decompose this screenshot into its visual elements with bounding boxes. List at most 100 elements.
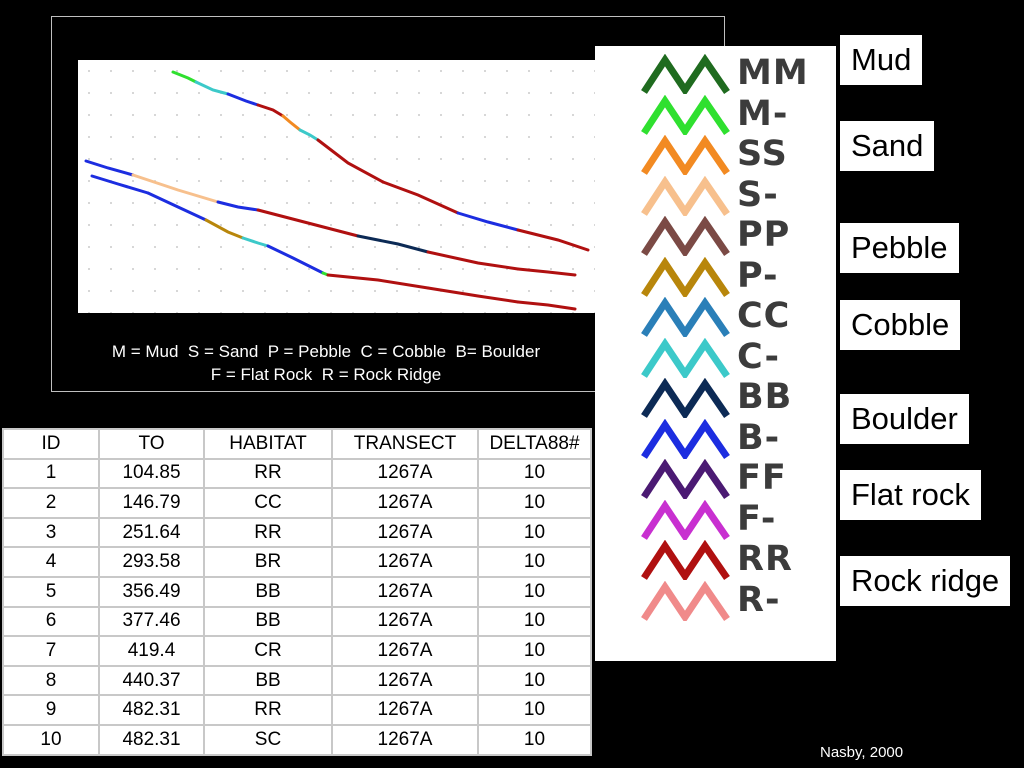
table-cell: 10 [477,605,592,638]
label-boulder: Boulder [840,394,969,444]
table-cell: RR [203,516,333,549]
zigzag-swatch-icon [641,540,730,580]
zigzag-swatch-icon [641,378,730,418]
table-row: 5 356.49 BB 1267A 10 [2,575,592,608]
label-pebble: Pebble [840,223,959,273]
table-row: 2 146.79 CC 1267A 10 [2,487,592,519]
label-mud: Mud [840,35,923,85]
transect-map [78,60,598,313]
map-caption: M = Mud S = Sand P = Pebble C = Cobble B… [51,340,601,386]
table-cell: 5 [2,575,100,608]
table-cell: 146.79 [98,487,205,519]
caption-line-2: F = Flat Rock R = Rock Ridge [210,365,442,384]
table-row: 6 377.46 BB 1267A 10 [2,605,592,638]
table-row: 1 104.85 RR 1267A 10 [2,457,592,490]
table-cell: 440.37 [98,664,205,697]
zigzag-swatch-icon [641,216,730,256]
table-cell: 1 [2,457,100,490]
legend-code: PP [737,215,791,255]
habitat-legend: MM M- SS S- PP P- CC C- BB B- FF F- RR R- [595,46,836,661]
table-cell: 1267A [331,694,479,726]
table-cell: 251.64 [98,516,205,549]
table-cell: 9 [2,694,100,726]
source-credit: Nasby, 2000 [820,744,904,761]
table-cell: SC [203,723,333,756]
transect-line-3 [90,174,577,311]
legend-item: B- [595,417,836,459]
header-transect: TRANSECT [331,428,479,460]
zigzag-swatch-icon [641,256,730,297]
table-cell: 10 [477,487,592,519]
table-row: 4 293.58 BR 1267A 10 [2,546,592,578]
zigzag-swatch-icon [641,54,730,94]
table-cell: BR [203,546,333,578]
table-cell: 10 [477,546,592,578]
table-cell: 4 [2,546,100,578]
legend-code: M- [737,93,789,134]
transect-lines [84,70,590,311]
legend-code: FF [737,458,787,498]
legend-code: B- [737,417,781,458]
table-cell: CC [203,487,333,519]
header-id: ID [2,428,100,460]
table-cell: 2 [2,487,100,519]
table-cell: 1267A [331,516,479,549]
table-cell: 1267A [331,487,479,519]
table-cell: 1267A [331,635,479,667]
header-delta88: DELTA88# [477,428,592,460]
table-cell: CR [203,635,333,667]
table-cell: 293.58 [98,546,205,578]
header-habitat: HABITAT [203,428,333,460]
legend-code: R- [737,579,781,620]
table-cell: 482.31 [98,723,205,756]
legend-item: SS [595,134,836,175]
label-flat-rock: Flat rock [840,470,981,520]
legend-item: RR [595,540,836,580]
legend-code: F- [737,498,777,539]
table-cell: 1267A [331,605,479,638]
table-row: 8 440.37 BB 1267A 10 [2,664,592,697]
legend-item: M- [595,93,836,135]
table-cell: 419.4 [98,635,205,667]
table-cell: 10 [2,723,100,756]
table-cell: 10 [477,575,592,608]
transect-line-2 [84,159,577,277]
table-cell: RR [203,457,333,490]
table-cell: 1267A [331,723,479,756]
table-cell: 1267A [331,575,479,608]
table-row: 3 251.64 RR 1267A 10 [2,516,592,549]
legend-item: FF [595,458,836,499]
table-cell: 10 [477,664,592,697]
table-cell: 104.85 [98,457,205,490]
table-row: 9 482.31 RR 1267A 10 [2,694,592,726]
legend-code: SS [737,134,788,174]
zigzag-swatch-icon [641,418,730,459]
table-cell: 356.49 [98,575,205,608]
table-header-row: ID TO HABITAT TRANSECT DELTA88# [2,428,592,460]
legend-item: C- [595,336,836,378]
table-cell: 7 [2,635,100,667]
table-cell: BB [203,664,333,697]
table-cell: 377.46 [98,605,205,638]
table-cell: 10 [477,516,592,549]
table-cell: 3 [2,516,100,549]
legend-item: CC [595,296,836,337]
legend-code: MM [737,53,809,93]
legend-code: C- [737,336,781,377]
label-rock-ridge: Rock ridge [840,556,1011,606]
legend-code: BB [737,377,793,417]
legend-code: P- [737,255,779,296]
habitat-table: ID TO HABITAT TRANSECT DELTA88# 1 104.85 R… [2,428,592,756]
table-cell: 8 [2,664,100,697]
header-to: TO [98,428,205,460]
legend-item: MM [595,53,836,94]
table-cell: 482.31 [98,694,205,726]
table-cell: 1267A [331,546,479,578]
legend-item: S- [595,175,836,216]
table-cell: 6 [2,605,100,638]
table-cell: RR [203,694,333,726]
zigzag-swatch-icon [641,135,730,175]
transect-line-1 [171,70,590,252]
table-cell: 10 [477,635,592,667]
legend-code: CC [737,296,791,336]
